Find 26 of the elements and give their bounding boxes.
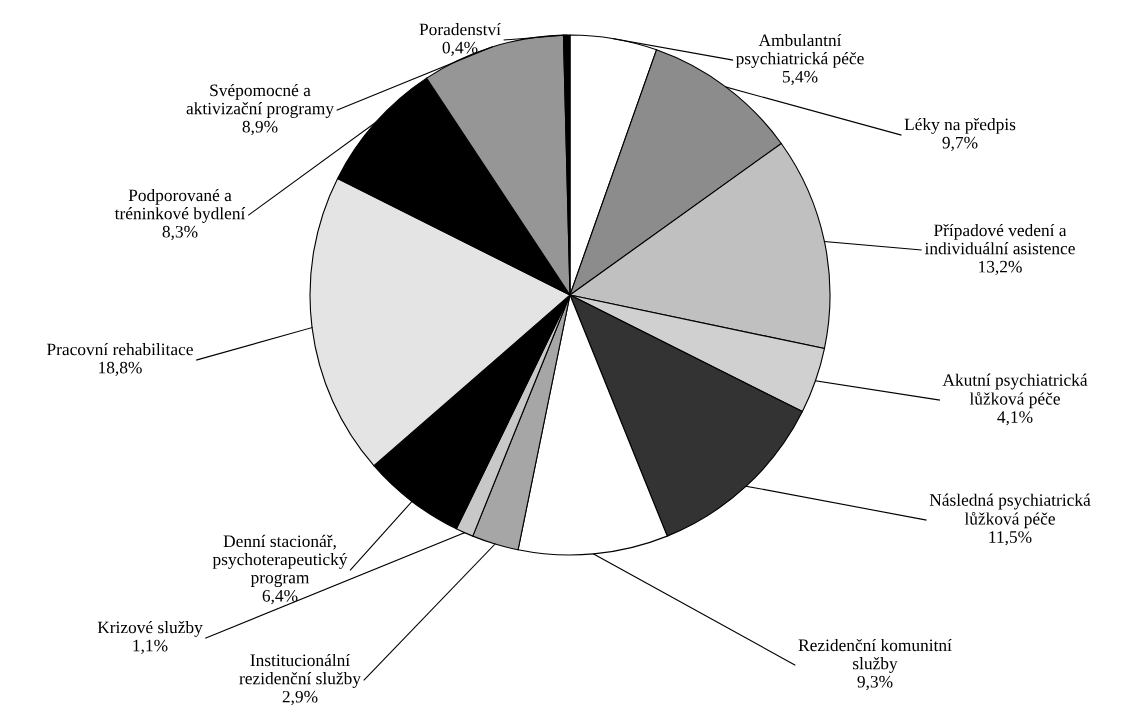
data-label: 1,1% [133, 639, 168, 654]
data-label: 4,1% [997, 411, 1033, 426]
slice-label: Denní stacionář, psychoterapeutický program [212, 534, 348, 588]
data-label: 5,4% [782, 70, 818, 86]
data-label: 9,7% [942, 136, 978, 151]
data-label: 2,9% [282, 690, 318, 706]
data-label: 0,4% [442, 41, 478, 56]
slice-label: Krizové služby [97, 621, 203, 637]
data-label: 8,3% [162, 225, 198, 241]
slice-label: Pracovní rehabilitace [46, 343, 193, 356]
data-label: 8,9% [242, 120, 278, 136]
data-label: 11,5% [989, 531, 1032, 546]
slice-label: Případové vedení a individuální asistence [924, 223, 1075, 255]
slice-label: Institucionální rezidenční služby [239, 653, 361, 688]
slice-label: Poradenství [419, 23, 501, 36]
data-label: 6,4% [262, 589, 298, 605]
slice-label: Následná psychiatrická lůžková péče [929, 493, 1091, 529]
slice-label: Léky na předpis [904, 118, 1016, 134]
data-label: 18,8% [99, 361, 142, 376]
slice-label: Podporované a tréninkové bydlení [114, 188, 246, 223]
data-label: 13,2% [979, 260, 1022, 276]
slice-label: Rezidenční komunitní služby [798, 638, 952, 673]
slice-label: Svépomocné a aktivizační programy [186, 83, 334, 118]
data-label: 9,3% [857, 675, 893, 691]
slice-label: Akutní psychiatrická lůžková péče [942, 373, 1088, 409]
slice-label: Ambulantní psychiatrická péče [735, 33, 864, 68]
